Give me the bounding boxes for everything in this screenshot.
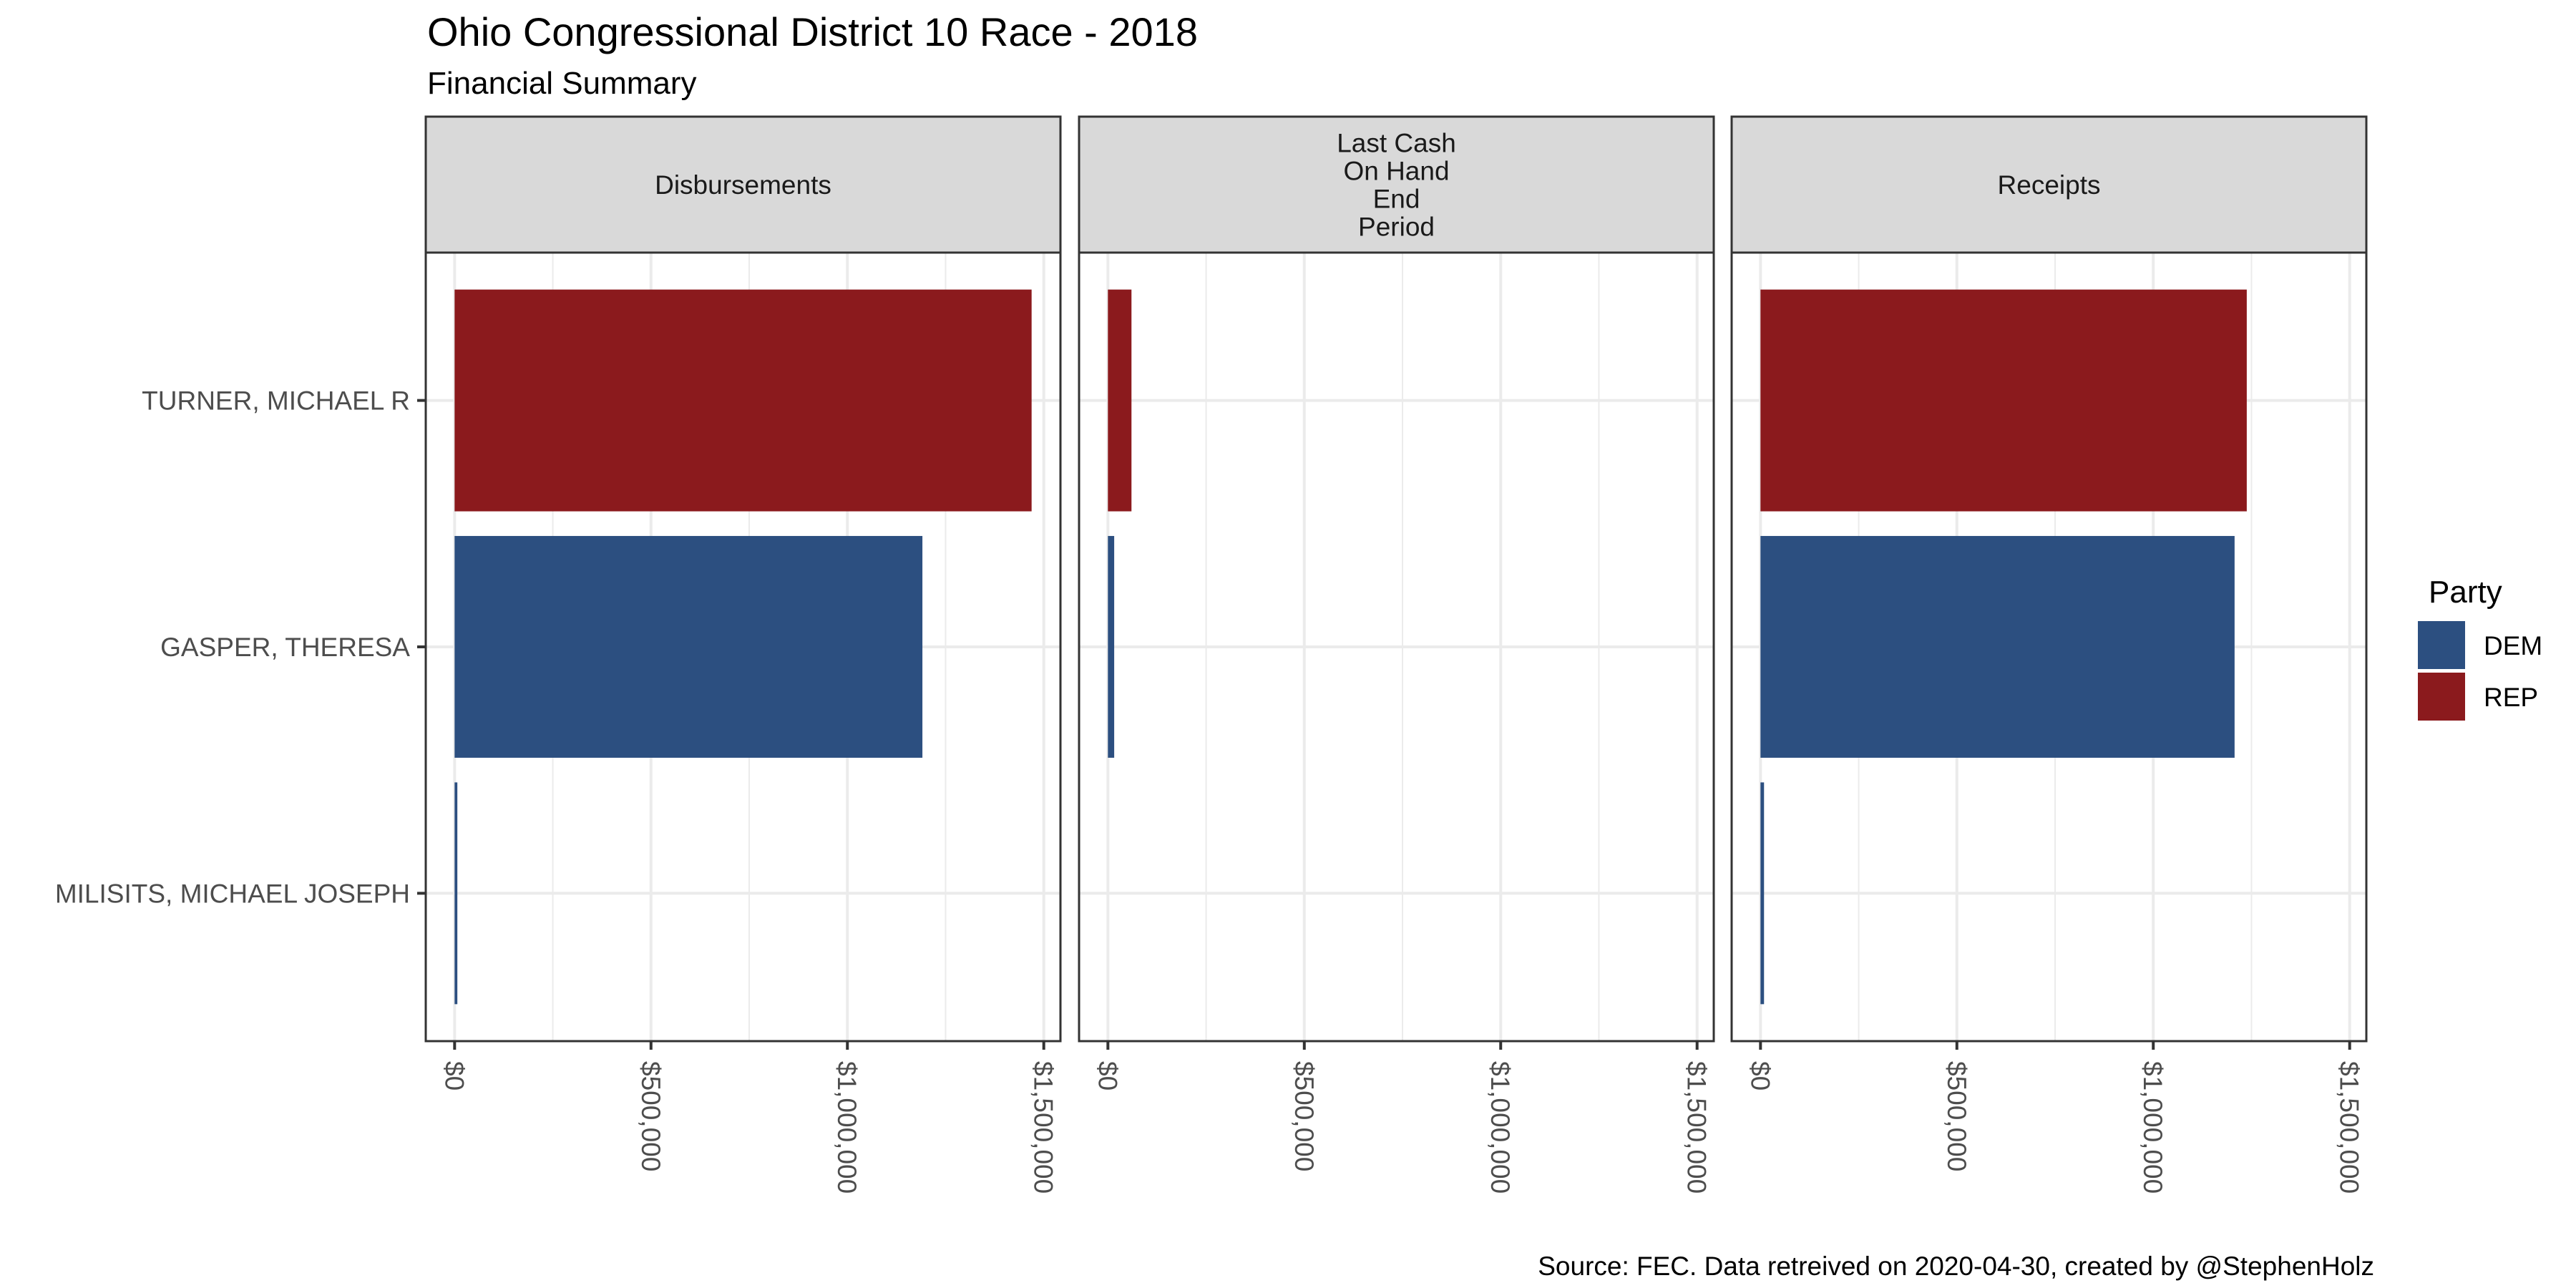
facet-strip — [1078, 115, 1715, 254]
y-tick-label-milisits-michael-joseph: MILISITS, MICHAEL JOSEPH — [55, 879, 410, 908]
facet-strip-label: End — [1373, 185, 1420, 214]
x-tick-label: $500,000 — [1289, 1061, 1319, 1171]
legend-key-dem — [2418, 621, 2465, 669]
y-tick-label-gasper-theresa: GASPER, THERESA — [160, 633, 410, 662]
facet-strip — [424, 115, 1062, 254]
bar-receipts-milisits-michael-joseph — [1760, 782, 1765, 1005]
x-tick-label: $1,500,000 — [2335, 1061, 2364, 1194]
x-tick-label: $1,500,000 — [1682, 1061, 1712, 1194]
x-tick-label: $0 — [1093, 1061, 1122, 1091]
y-axis-labels: TURNER, MICHAEL R GASPER, THERESA MILISITS… — [55, 386, 426, 908]
chart-subtitle: Financial Summary — [427, 66, 697, 101]
y-tick-label-turner-michael-r: TURNER, MICHAEL R — [142, 386, 410, 416]
facet-strip-label: Last Cash — [1337, 129, 1456, 158]
bar-last-cash-on-hand-end-period-turner-michael-r — [1108, 289, 1132, 512]
legend-label-rep: REP — [2484, 683, 2538, 712]
facet-strip-label: On Hand — [1343, 157, 1449, 186]
bar-disbursements-turner-michael-r — [454, 289, 1032, 512]
x-tick-label: $1,500,000 — [1029, 1061, 1058, 1194]
x-tick-label: $0 — [439, 1061, 469, 1091]
facet-strip — [1730, 115, 2368, 254]
x-tick-label: $500,000 — [636, 1061, 665, 1171]
x-tick-label: $0 — [1745, 1061, 1775, 1091]
bar-receipts-gasper-theresa — [1760, 536, 2235, 758]
chart-caption: Source: FEC. Data retreived on 2020-04-3… — [1538, 1252, 2374, 1281]
legend-title: Party — [2429, 575, 2502, 610]
x-tick-label: $1,000,000 — [2138, 1061, 2167, 1194]
x-tick-label: $1,000,000 — [832, 1061, 862, 1194]
legend: Party DEM REP — [2418, 575, 2542, 721]
x-tick-label: $500,000 — [1942, 1061, 1971, 1171]
facet-panel-receipts: Receipts $0 $500,000 $1,000,000 $1,500,000 — [1730, 115, 2368, 1194]
bar-last-cash-on-hand-end-period-gasper-theresa — [1108, 536, 1115, 758]
facet-strip-label: Disbursements — [655, 170, 831, 200]
bar-disbursements-gasper-theresa — [454, 536, 923, 758]
facet-panel-disbursements: Disbursements $0 $500,000 $1,000,000 $1,500,… — [424, 115, 1062, 1194]
chart-title: Ohio Congressional District 10 Race - 20… — [427, 9, 1198, 54]
facet-strip-label: Period — [1358, 213, 1435, 242]
facet-strip-label: Receipts — [1998, 170, 2101, 200]
facet-panels: Disbursements $0 $500,000 $1,000,000 $1,500,… — [424, 115, 2368, 1194]
legend-key-rep — [2418, 673, 2465, 721]
bar-receipts-turner-michael-r — [1760, 289, 2247, 512]
bar-disbursements-milisits-michael-joseph — [454, 782, 458, 1005]
x-tick-label: $1,000,000 — [1485, 1061, 1515, 1194]
legend-label-dem: DEM — [2484, 631, 2542, 660]
